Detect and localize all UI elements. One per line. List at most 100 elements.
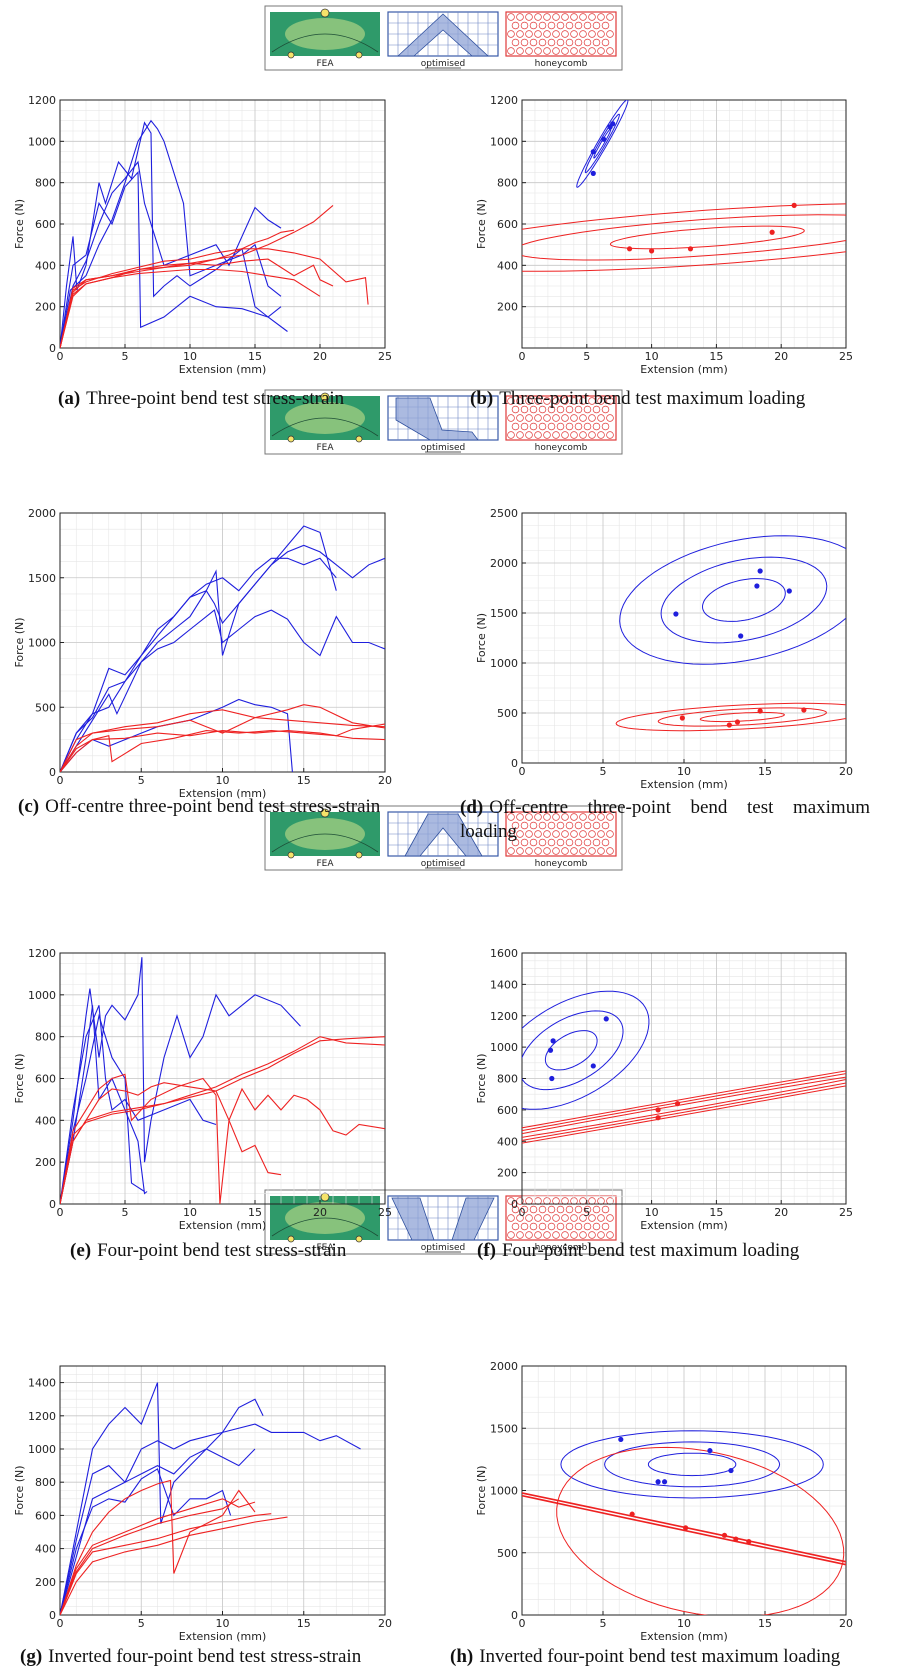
data-point-honeycomb <box>683 1525 689 1531</box>
honeycomb-cell <box>507 13 515 21</box>
x-tick-label: 0 <box>57 350 64 363</box>
honeycomb-cell <box>525 30 533 38</box>
plot-area <box>60 1382 361 1615</box>
honeycomb-cell <box>606 1231 614 1239</box>
data-point-honeycomb <box>733 1536 739 1542</box>
honeycomb-cell <box>520 21 529 30</box>
y-tick-label: 1200 <box>28 94 56 107</box>
banner-label-optimised: optimised <box>421 59 465 69</box>
honeycomb-cell <box>525 1231 533 1239</box>
specimen-banner: FEA optimised honeycomb <box>264 389 623 455</box>
caption-d: (d) Off-centre three-point bend test maxi… <box>460 797 870 842</box>
y-axis-label: Force (N) <box>13 1465 26 1515</box>
honeycomb-cell <box>606 47 614 55</box>
honeycomb-cell <box>588 847 596 855</box>
x-tick-label: 15 <box>758 765 772 778</box>
fea-support-left <box>287 1235 295 1243</box>
honeycomb-cell <box>570 13 578 21</box>
y-tick-label: 1500 <box>490 607 518 620</box>
y-tick-label: 600 <box>35 218 56 231</box>
honeycomb-cell <box>565 821 574 830</box>
honeycomb-cell <box>561 47 569 55</box>
data-point-optimised <box>738 633 744 639</box>
honeycomb-cell <box>534 1214 542 1222</box>
y-tick-label: 200 <box>35 301 56 314</box>
honeycomb-cell <box>552 397 560 405</box>
honeycomb-cell <box>507 1231 515 1239</box>
x-tick-label: 15 <box>297 1617 311 1630</box>
honeycomb-cell <box>556 1205 565 1214</box>
honeycomb-cell <box>552 830 560 838</box>
honeycomb-cell <box>606 414 614 422</box>
y-tick-label: 1200 <box>490 94 518 107</box>
x-tick-label: 25 <box>378 1206 392 1219</box>
honeycomb-cell <box>570 397 578 405</box>
honeycomb-cell <box>597 13 605 21</box>
confidence-ellipse-honeycomb <box>522 1073 846 1141</box>
chart-e: 0 5 10 15 20 25 0 200 400 600 800 1000 1200 Extension… <box>13 947 392 1232</box>
honeycomb-cell <box>601 1205 610 1214</box>
y-tick-label: 1200 <box>28 1410 56 1423</box>
y-axis-label: Force (N) <box>13 1053 26 1103</box>
fea-contour <box>271 1217 379 1237</box>
data-point-honeycomb <box>726 722 732 728</box>
honeycomb-cell <box>556 38 565 47</box>
x-tick-label: 0 <box>57 774 64 787</box>
specimen-banner: FEA optimised honeycomb <box>264 1189 623 1255</box>
honeycomb-cell <box>516 813 524 821</box>
banner-label-fea: FEA <box>316 859 334 869</box>
x-tick-label: 20 <box>313 350 327 363</box>
fea-support-right <box>355 851 363 859</box>
honeycomb-cell <box>556 821 565 830</box>
honeycomb-cell <box>525 397 533 405</box>
honeycomb-cell <box>601 821 610 830</box>
honeycomb-cell <box>579 813 587 821</box>
honeycomb-cell <box>511 38 520 47</box>
honeycomb-cell <box>534 813 542 821</box>
y-tick-label: 1000 <box>28 637 56 650</box>
honeycomb-cell <box>547 422 556 431</box>
specimen-banner: FEA optimised honeycomb <box>264 805 623 871</box>
fea-contour <box>271 833 379 853</box>
honeycomb-cell <box>538 38 547 47</box>
data-point-optimised <box>549 1075 555 1082</box>
honeycomb-cell <box>561 847 569 855</box>
series-line-optimised <box>60 698 293 772</box>
honeycomb-cell <box>606 30 614 38</box>
x-tick-label: 5 <box>583 1206 590 1219</box>
plot-area <box>522 1430 846 1615</box>
honeycomb-cell <box>529 1222 538 1231</box>
series-line-optimised <box>60 957 301 1204</box>
confidence-ellipse-honeycomb <box>556 1446 845 1615</box>
honeycomb-cell <box>588 13 596 21</box>
honeycomb-cell <box>570 47 578 55</box>
x-tick-label: 20 <box>774 1206 788 1219</box>
data-point-optimised <box>754 583 760 589</box>
honeycomb-cell <box>516 847 524 855</box>
honeycomb-cell <box>588 30 596 38</box>
series-line-optimised <box>60 557 337 772</box>
x-tick-label: 25 <box>839 1206 853 1219</box>
series-line-honeycomb <box>60 709 385 772</box>
honeycomb-cell <box>597 1231 605 1239</box>
series-line-honeycomb <box>60 730 385 772</box>
series-line-optimised <box>60 119 282 348</box>
optimised-material <box>391 1197 495 1241</box>
honeycomb-cell <box>507 1197 515 1205</box>
honeycomb-cell <box>570 813 578 821</box>
chart-g: 0 5 10 15 200200400600800100012001400Extensi… <box>13 1365 392 1643</box>
series-line-optimised <box>60 1468 232 1615</box>
honeycomb-cell <box>601 838 610 847</box>
data-point-optimised <box>610 121 616 127</box>
x-tick-label: 5 <box>122 1206 129 1219</box>
y-tick-label: 400 <box>35 259 56 272</box>
y-tick-label: 2000 <box>28 507 56 520</box>
x-tick-label: 10 <box>216 1617 230 1630</box>
honeycomb-cell <box>516 47 524 55</box>
honeycomb-cell <box>529 838 538 847</box>
honeycomb-cell <box>525 47 533 55</box>
x-tick-label: 0 <box>519 1206 526 1219</box>
honeycomb-cell <box>507 30 515 38</box>
honeycomb-cell <box>574 422 583 431</box>
honeycomb-cell <box>543 830 551 838</box>
